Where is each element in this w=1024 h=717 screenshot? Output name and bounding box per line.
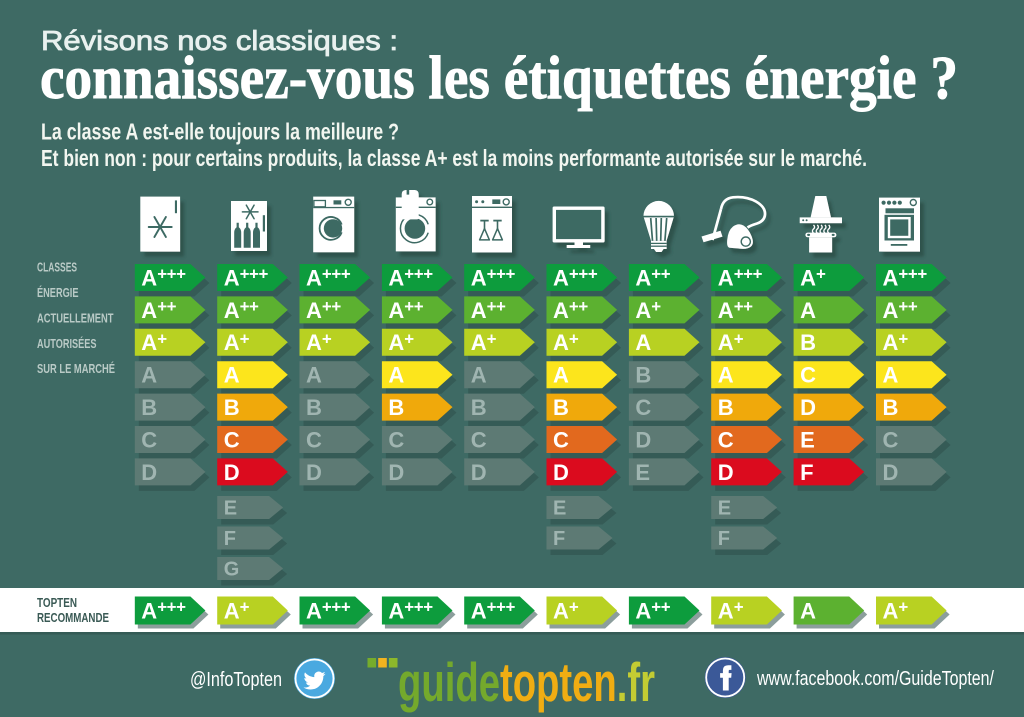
svg-text:D: D xyxy=(224,460,240,485)
svg-text:C: C xyxy=(306,427,322,452)
svg-text:guidetopten.fr: guidetopten.fr xyxy=(398,651,655,713)
svg-text:D: D xyxy=(471,460,487,485)
svg-text:A+: A+ xyxy=(635,297,661,323)
svg-text:B: B xyxy=(141,395,157,420)
svg-text:A: A xyxy=(635,330,651,355)
svg-text:B: B xyxy=(306,395,322,420)
svg-text:D: D xyxy=(883,460,899,485)
svg-text:B: B xyxy=(471,395,487,420)
svg-text:A: A xyxy=(306,363,322,388)
svg-text:E: E xyxy=(635,460,650,485)
svg-text:connaissez-vous les étiquettes: connaissez-vous les étiquettes énergie ? xyxy=(40,44,958,112)
svg-text:C: C xyxy=(471,427,487,452)
svg-text:RECOMMANDE: RECOMMANDE xyxy=(37,611,109,625)
svg-text:B: B xyxy=(635,363,651,388)
svg-text:@InfoTopten: @InfoTopten xyxy=(190,669,282,691)
svg-text:A: A xyxy=(471,363,487,388)
svg-text:D: D xyxy=(306,460,322,485)
svg-text:B: B xyxy=(883,395,899,420)
svg-text:D: D xyxy=(800,395,816,420)
svg-text:C: C xyxy=(141,427,157,452)
svg-text:A: A xyxy=(224,363,240,388)
svg-text:E: E xyxy=(800,427,815,452)
svg-text:F: F xyxy=(718,528,730,550)
svg-text:B: B xyxy=(224,395,240,420)
svg-text:www.facebook.com/GuideTopten/: www.facebook.com/GuideTopten/ xyxy=(756,668,994,690)
svg-text:AUTORISÉES: AUTORISÉES xyxy=(37,336,97,351)
svg-text:C: C xyxy=(883,427,899,452)
svg-text:C: C xyxy=(635,395,651,420)
svg-text:B: B xyxy=(800,330,816,355)
svg-text:D: D xyxy=(141,460,157,485)
svg-text:CLASSES: CLASSES xyxy=(37,261,77,275)
svg-text:D: D xyxy=(635,427,651,452)
svg-text:TOPTEN: TOPTEN xyxy=(37,596,77,610)
svg-text:D: D xyxy=(553,460,569,485)
svg-text:C: C xyxy=(224,427,240,452)
svg-text:F: F xyxy=(800,460,813,485)
svg-text:La classe A est-elle toujours: La classe A est-elle toujours la meilleu… xyxy=(41,119,399,145)
svg-text:C: C xyxy=(388,427,404,452)
svg-text:A: A xyxy=(553,363,569,388)
svg-text:D: D xyxy=(718,460,734,485)
svg-text:ÉNERGIE: ÉNERGIE xyxy=(37,285,79,300)
svg-text:E: E xyxy=(718,498,731,520)
svg-text:A: A xyxy=(883,363,899,388)
svg-text:A: A xyxy=(141,363,157,388)
svg-text:A: A xyxy=(800,298,816,323)
svg-text:A: A xyxy=(718,363,734,388)
svg-text:SUR LE MARCHÉ: SUR LE MARCHÉ xyxy=(37,361,115,376)
svg-text:E: E xyxy=(553,498,566,520)
svg-text:C: C xyxy=(800,363,816,388)
svg-text:B: B xyxy=(718,395,734,420)
svg-text:G: G xyxy=(224,559,240,581)
svg-text:B: B xyxy=(388,395,404,420)
svg-text:D: D xyxy=(388,460,404,485)
svg-text:Et bien non : pour certains pr: Et bien non : pour certains produits, la… xyxy=(41,145,867,171)
svg-text:ACTUELLEMENT: ACTUELLEMENT xyxy=(37,312,114,326)
svg-text:A++: A++ xyxy=(883,297,918,323)
svg-text:B: B xyxy=(553,395,569,420)
svg-text:C: C xyxy=(553,427,569,452)
svg-text:A: A xyxy=(388,363,404,388)
svg-text:C: C xyxy=(718,427,734,452)
svg-text:F: F xyxy=(224,528,236,550)
svg-text:A: A xyxy=(800,598,816,623)
svg-text:E: E xyxy=(224,498,237,520)
svg-text:F: F xyxy=(553,528,565,550)
svg-text:Révisons nos classiques :: Révisons nos classiques : xyxy=(41,25,398,56)
